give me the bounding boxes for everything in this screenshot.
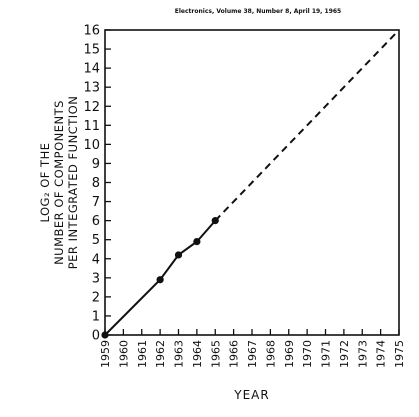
x-tick-label: 1960: [117, 340, 130, 368]
y-tick-label: 4: [92, 252, 100, 267]
y-tick-label: 15: [83, 43, 100, 58]
x-axis: 1959 1960 1961 1962 1963 1964 1965 1966 1967 1968…: [99, 329, 406, 368]
y-tick-label: 6: [92, 214, 100, 229]
y-tick-label: 13: [83, 81, 100, 96]
y-tick-label: 14: [83, 62, 100, 77]
source-caption: Electronics, Volume 38, Number 8, April …: [175, 8, 341, 15]
x-tick-label: 1967: [246, 340, 259, 368]
y-tick-label: 2: [92, 290, 100, 305]
y-tick-label: 1: [92, 309, 100, 324]
x-tick-label: 1973: [356, 340, 369, 368]
x-tick-label: 1965: [209, 340, 222, 368]
x-tick-label: 1974: [375, 340, 388, 368]
x-tick-label: 1964: [191, 340, 204, 368]
x-tick-label: 1971: [320, 340, 333, 368]
y-tick-label: 10: [83, 138, 100, 153]
data-point: [101, 331, 109, 339]
y-tick-label: 16: [83, 24, 100, 39]
y-tick-label: 12: [83, 100, 100, 115]
y-axis-label-line: PER INTEGRATED FUNCTION: [66, 96, 80, 270]
data-series: [101, 29, 400, 339]
x-tick-label: 1968: [264, 340, 277, 368]
y-tick-label: 9: [92, 157, 100, 172]
y-tick-label: 11: [83, 119, 100, 134]
x-tick-label: 1963: [173, 340, 186, 368]
y-tick-label: 3: [92, 271, 100, 286]
y-axis-label-line: LOG₂ OF THE: [38, 143, 52, 223]
x-tick-label: 1962: [154, 340, 167, 368]
y-tick-label: 5: [92, 233, 100, 248]
y-axis-label-line: NUMBER OF COMPONENTS: [52, 100, 66, 265]
data-point: [193, 237, 201, 246]
y-tick-label: 7: [92, 195, 100, 210]
x-tick-label: 1972: [338, 340, 351, 368]
x-tick-label: 1975: [393, 340, 406, 368]
y-tick-label: 8: [92, 176, 100, 191]
extrapolation-line: [214, 29, 400, 222]
x-tick-label: 1970: [301, 340, 314, 368]
x-tick-label: 1959: [99, 340, 112, 368]
x-tick-label: 1969: [283, 340, 296, 368]
x-axis-label: YEAR: [233, 388, 269, 402]
data-point: [174, 251, 183, 259]
x-tick-label: 1966: [228, 340, 241, 368]
data-point: [156, 276, 164, 284]
y-tick-label: 0: [92, 329, 100, 344]
x-tick-label: 1961: [136, 340, 149, 368]
y-axis-label: LOG₂ OF THE NUMBER OF COMPONENTS PER INTEG…: [38, 96, 80, 270]
